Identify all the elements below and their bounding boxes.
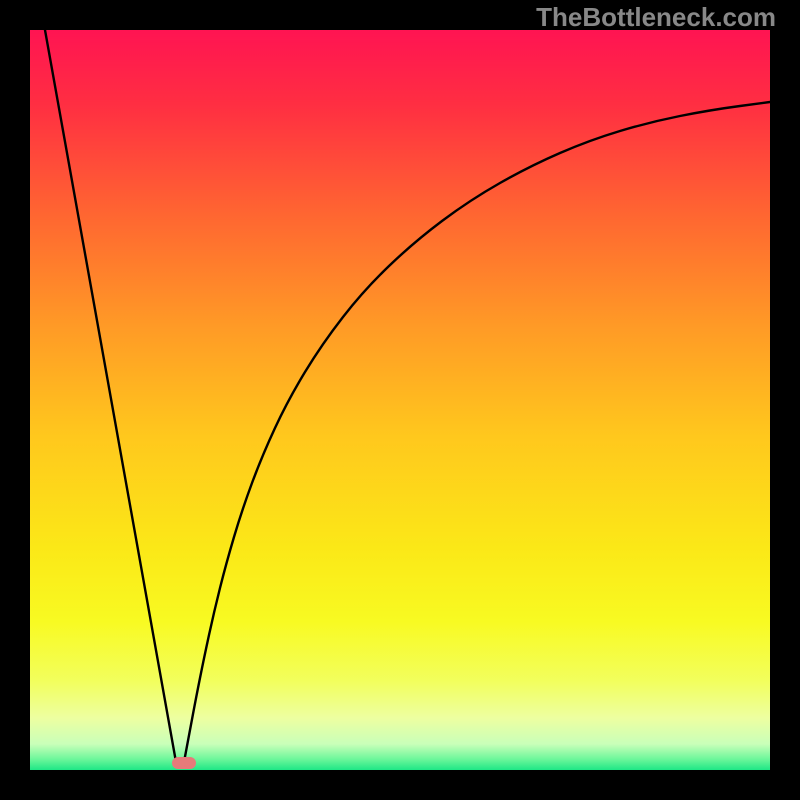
plot-area bbox=[30, 30, 770, 770]
chart-svg bbox=[30, 30, 770, 770]
vertex-marker bbox=[172, 757, 196, 769]
chart-frame: TheBottleneck.com bbox=[0, 0, 800, 800]
watermark-text: TheBottleneck.com bbox=[536, 2, 776, 33]
gradient-background bbox=[30, 30, 770, 770]
